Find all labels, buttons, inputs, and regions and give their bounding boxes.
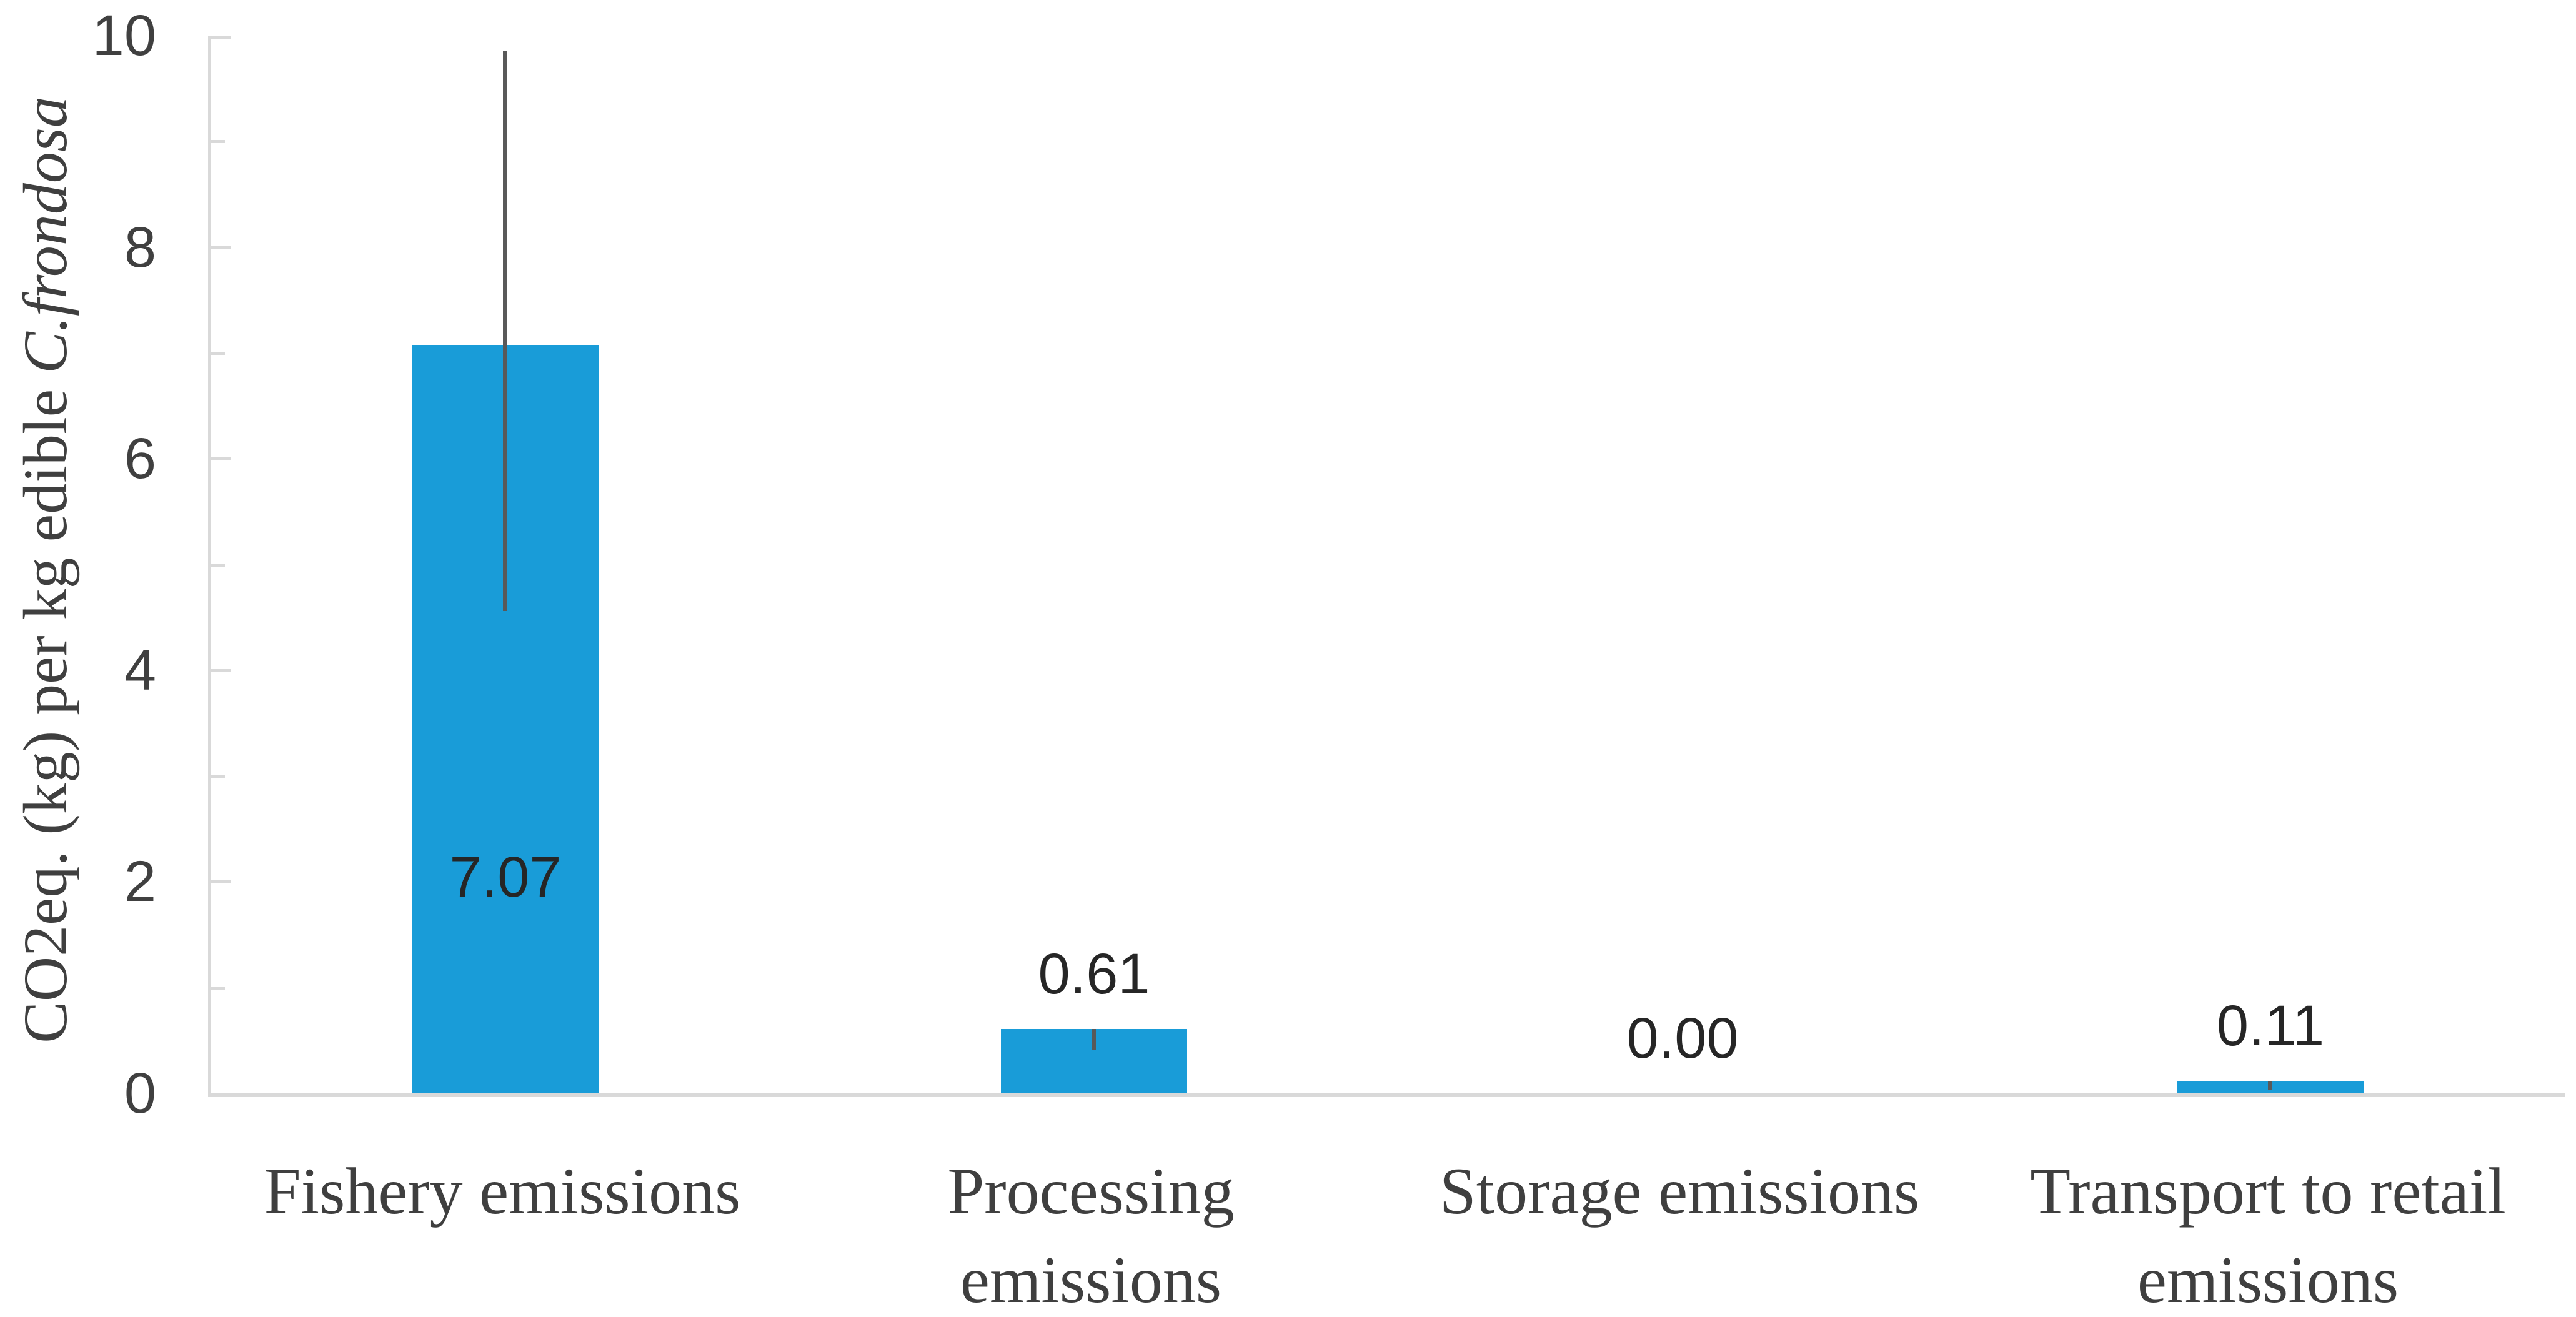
category-label-line: Transport to retail [2030,1155,2506,1228]
data-label-fishery: 7.07 [449,845,562,909]
y-axis-tick-minor-9 [211,140,225,143]
y-axis-tick-major-6 [211,457,231,460]
category-label-line: Processing [947,1155,1235,1228]
data-label-storage: 0.00 [1626,1006,1739,1070]
y-tick-label-6: 6 [124,427,156,490]
category-label-line: emissions [960,1243,1222,1316]
category-label-line: Storage emissions [1439,1155,1920,1228]
plot-area: 7.07 0.61 0.00 0.11 [208,36,2565,1097]
y-tick-label-2: 2 [124,850,156,913]
category-label-storage-emissions: Storage emissions [1385,1147,1974,1236]
y-tick-label-0: 0 [124,1061,156,1125]
y-axis-tick-major-8 [211,246,231,249]
y-tick-label-4: 4 [124,639,156,702]
category-label-processing-emissions: Processing emissions [797,1147,1385,1317]
y-tick-label-8: 8 [124,216,156,279]
y-axis-tick-major-4 [211,669,231,672]
category-label-fishery-emissions: Fishery emissions [208,1147,797,1236]
category-label-line: emissions [2137,1243,2399,1316]
y-axis-tick-major-2 [211,880,231,883]
y-axis-title: CO2eq. (kg) per kg edible C.frondosa [5,7,86,1132]
y-axis-tick-minor-5 [211,564,225,567]
data-label-transport: 0.11 [2216,994,2325,1058]
category-label-line: Fishery emissions [264,1155,741,1228]
error-bar-processing [1092,1029,1096,1050]
error-bar-fishery [503,51,507,611]
y-axis-tick-minor-1 [211,987,225,990]
data-label-processing: 0.61 [1038,942,1150,1006]
y-tick-label-10: 10 [92,4,156,67]
y-axis-tick-minor-3 [211,775,225,778]
y-axis-tick-minor-7 [211,352,225,355]
category-label-transport-emissions: Transport to retail emissions [1974,1147,2562,1317]
error-bar-transport [2268,1081,2272,1090]
y-axis-tick-major-10 [211,36,231,39]
